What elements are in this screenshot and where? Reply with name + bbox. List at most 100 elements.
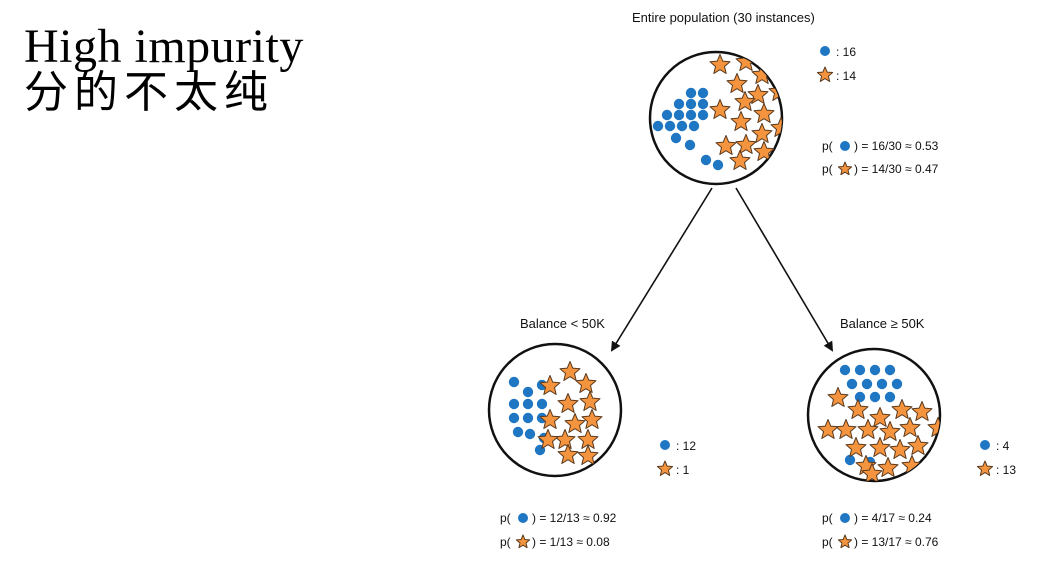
cluster-star [753,103,775,123]
node-root-star-count: : 14 [836,69,856,83]
cluster-dot [673,98,685,110]
node-left-p-star-prefix: p( [500,535,511,549]
cluster-star [581,409,603,429]
node-right-p-star-prefix: p( [822,535,833,549]
cluster-dot [839,364,851,376]
cluster-star [899,417,921,437]
blue-dot-icon [660,440,670,450]
node-right-legend: : 4 : 13 [976,439,1016,477]
blue-dot-icon [980,440,990,450]
orange-star-icon [976,460,994,476]
cluster-dot [673,109,685,121]
cluster-star [817,419,839,439]
cluster-dot [512,426,524,438]
cluster-star [827,387,849,407]
node-right-p-dot: ) = 4/17 ≈ 0.24 [854,511,932,525]
orange-star-icon [837,534,853,549]
cluster-star [734,91,756,111]
cluster-star [847,399,869,419]
blue-dot-icon [660,440,670,450]
cluster-star [537,429,559,449]
cluster-dot [697,109,709,121]
node-left-p-star: ) = 1/13 ≈ 0.08 [532,535,610,549]
cluster-star [557,393,579,413]
cluster-dot [685,109,697,121]
cluster-dot [685,98,697,110]
node-root-probabilities: p( ) = 16/30 ≈ 0.53 p( ) = 14/30 ≈ 0.47 [822,139,939,176]
node-right-dot-count: : 4 [996,439,1010,453]
cluster-star [577,429,599,449]
node-left-legend: : 12 : 1 [656,439,696,477]
blue-dot-icon [840,141,850,151]
cluster-star [577,445,599,465]
cluster-dot [664,120,676,132]
node-root-items [652,52,782,171]
cluster-dot [685,87,697,99]
edge-root-to-left [610,187,713,352]
cluster-star [911,401,933,421]
cluster-dot [697,87,709,99]
cluster-star [861,463,883,481]
blue-dot-icon [840,513,850,523]
cluster-dot [508,412,520,424]
orange-star-icon [656,460,674,476]
node-left-p-dot: ) = 12/13 ≈ 0.92 [532,511,617,525]
cluster-star [726,73,748,93]
slide-title: High impurity 分的不太纯 [24,21,304,118]
cluster-star [857,419,879,439]
cluster-star [539,409,561,429]
node-right-header: Balance ≥ 50K [840,316,925,331]
node-right: Balance ≥ 50K : 4 : 13 p( ) = 4/17 ≈ 0.2… [806,316,1016,549]
cluster-star [559,361,581,381]
orange-star-icon [816,66,834,82]
cluster-star [579,391,601,411]
cluster-star [730,111,752,131]
orange-star-icon [837,534,853,549]
cluster-star [735,134,757,154]
cluster-dot [876,378,888,390]
cluster-dot [536,398,548,410]
cluster-dot [524,428,536,440]
node-root-dot-count: : 16 [836,45,856,59]
cluster-dot [522,398,534,410]
cluster-dot [676,120,688,132]
cluster-dot [700,154,712,166]
node-left-probabilities: p( ) = 12/13 ≈ 0.92 p( ) = 1/13 ≈ 0.08 [500,511,617,549]
node-right-p-star: ) = 13/17 ≈ 0.76 [854,535,939,549]
orange-star-icon [515,534,531,549]
cluster-star [907,435,929,455]
node-root-header: Entire population (30 instances) [632,10,815,25]
cluster-dot [670,132,682,144]
cluster-star [877,457,899,477]
node-left: Balance < 50K : 12 : 1 p( ) = 12/13 ≈ 0.… [487,316,696,549]
node-left-header: Balance < 50K [520,316,605,331]
cluster-dot [884,364,896,376]
blue-dot-icon [820,46,830,56]
cluster-dot [697,98,709,110]
cluster-dot [884,391,896,403]
cluster-dot [508,376,520,388]
node-left-items [508,361,603,465]
cluster-dot [522,412,534,424]
orange-star-icon [656,460,674,476]
cluster-star [869,437,891,457]
cluster-star [709,54,731,74]
node-right-items [817,364,940,481]
cluster-star [845,437,867,457]
cluster-star [889,439,911,459]
cluster-star [557,444,579,464]
cluster-dot [688,120,700,132]
node-root-p-dot: ) = 16/30 ≈ 0.53 [854,139,939,153]
blue-dot-icon [840,141,850,151]
node-root-legend: : 16 : 14 [816,45,856,83]
slide-title-line2: 分的不太纯 [24,68,274,118]
cluster-dot [844,454,856,466]
orange-star-icon [837,161,853,176]
cluster-dot [861,378,873,390]
cluster-star [709,99,731,119]
orange-star-icon [976,460,994,476]
blue-dot-icon [980,440,990,450]
cluster-star [751,123,773,143]
node-right-star-count: : 13 [996,463,1016,477]
